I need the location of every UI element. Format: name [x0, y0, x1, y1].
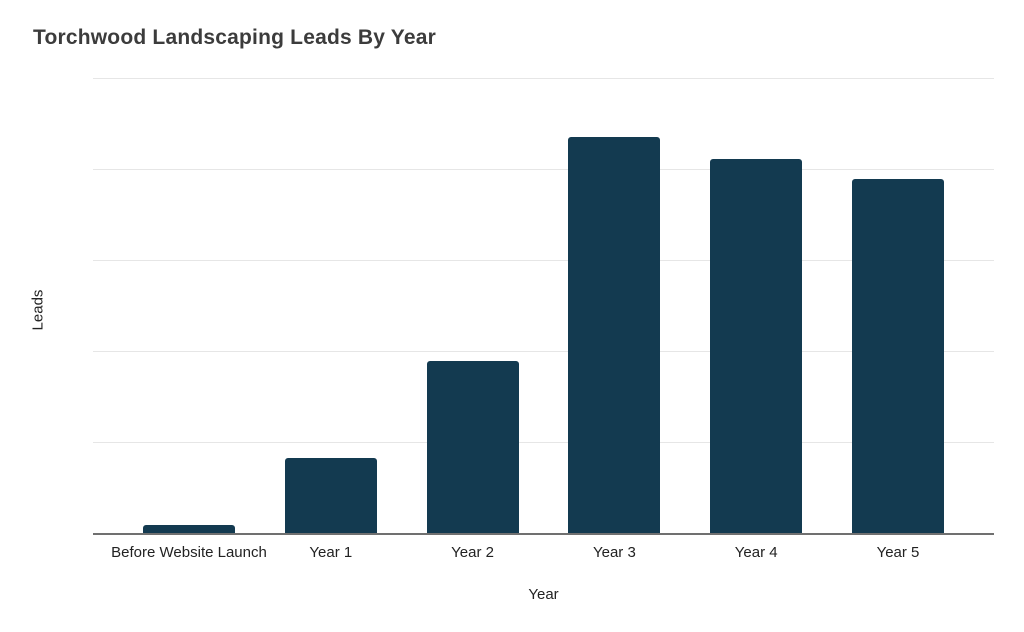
bar-slot: Year 4 — [710, 78, 803, 561]
bar-slot: Year 2 — [426, 78, 519, 561]
gridline — [93, 78, 994, 79]
x-axis-title: Year — [528, 586, 559, 603]
bar — [568, 137, 661, 533]
bar — [284, 457, 377, 533]
bar-slot: Year 3 — [568, 78, 661, 561]
chart-title: Torchwood Landscaping Leads By Year — [33, 26, 436, 49]
x-tick-label: Year 4 — [734, 544, 778, 561]
x-tick-label: Year 2 — [451, 544, 495, 561]
bars-row: Before Website Launch Year 1 Year 2 Year… — [93, 78, 994, 561]
bar-slot: Before Website Launch — [111, 78, 267, 561]
gridline — [93, 260, 994, 261]
x-tick-label: Year 5 — [876, 544, 920, 561]
bar — [426, 361, 519, 533]
bar — [143, 524, 235, 533]
gridline — [93, 351, 994, 352]
x-tick-label: Before Website Launch — [111, 544, 267, 561]
plot-area: Before Website Launch Year 1 Year 2 Year… — [93, 78, 994, 561]
x-tick-label: Year 3 — [592, 544, 636, 561]
bar-slot: Year 1 — [284, 78, 377, 561]
y-axis-title: Leads — [29, 289, 47, 331]
bar-slot: Year 5 — [851, 78, 944, 561]
bar — [710, 159, 803, 533]
gridline — [93, 442, 994, 443]
gridline — [93, 169, 994, 170]
x-tick-label: Year 1 — [309, 544, 353, 561]
bar — [851, 179, 944, 533]
